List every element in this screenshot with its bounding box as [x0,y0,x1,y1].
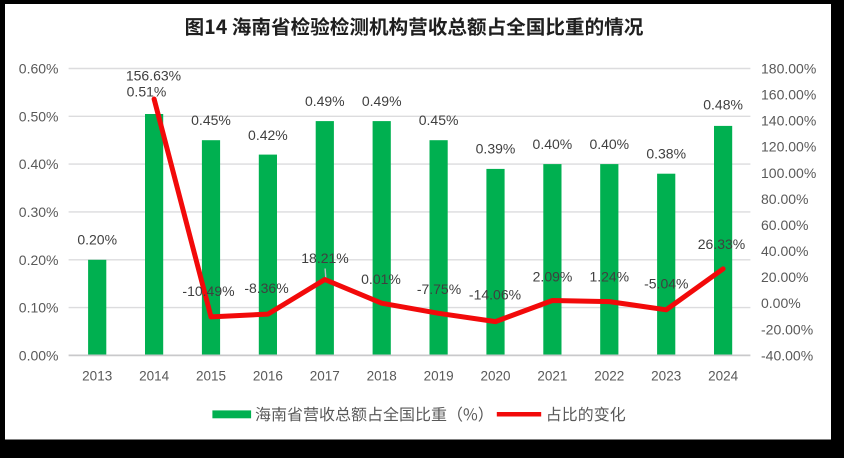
svg-text:80.00%: 80.00% [761,191,808,207]
svg-text:20.00%: 20.00% [761,269,808,285]
svg-text:0.60%: 0.60% [19,61,59,77]
svg-text:2013: 2013 [82,368,112,383]
svg-text:160.00%: 160.00% [761,87,816,103]
svg-text:0.45%: 0.45% [419,112,459,128]
svg-text:0.40%: 0.40% [533,136,573,152]
svg-text:140.00%: 140.00% [761,113,816,129]
svg-text:0.20%: 0.20% [19,252,59,268]
svg-text:-20.00%: -20.00% [761,321,813,337]
svg-text:2022: 2022 [594,368,624,383]
svg-text:60.00%: 60.00% [761,217,808,233]
svg-text:2020: 2020 [480,368,510,383]
svg-text:180.00%: 180.00% [761,61,816,77]
svg-text:0.49%: 0.49% [305,93,345,109]
svg-text:-8.36%: -8.36% [244,280,288,296]
svg-text:2023: 2023 [651,368,681,383]
svg-text:0.40%: 0.40% [589,136,629,152]
svg-text:0.42%: 0.42% [248,127,288,143]
svg-text:0.40%: 0.40% [19,156,59,172]
svg-text:2015: 2015 [196,368,226,383]
svg-text:2016: 2016 [253,368,283,383]
svg-text:40.00%: 40.00% [761,243,808,259]
svg-text:0.10%: 0.10% [19,300,59,316]
svg-text:18.21%: 18.21% [301,250,348,266]
svg-text:2.09%: 2.09% [533,268,573,284]
svg-text:0.38%: 0.38% [646,145,686,161]
svg-text:1.24%: 1.24% [589,268,629,284]
svg-text:0.45%: 0.45% [191,112,231,128]
svg-text:2018: 2018 [367,368,397,383]
svg-text:0.00%: 0.00% [19,347,59,363]
svg-text:0.51%: 0.51% [127,83,167,99]
svg-text:100.00%: 100.00% [761,165,816,181]
svg-text:120.00%: 120.00% [761,139,816,155]
svg-text:-7.75%: -7.75% [417,281,461,297]
svg-text:2021: 2021 [537,368,567,383]
svg-text:0.48%: 0.48% [703,96,743,112]
svg-text:26.33%: 26.33% [698,236,745,252]
svg-text:-14.06%: -14.06% [469,287,521,303]
svg-text:156.63%: 156.63% [126,67,181,83]
svg-text:2024: 2024 [708,368,739,383]
svg-text:0.39%: 0.39% [476,141,516,157]
svg-text:2017: 2017 [310,368,340,383]
svg-text:0.49%: 0.49% [362,93,402,109]
svg-text:-5.04%: -5.04% [644,275,688,291]
svg-text:0.20%: 0.20% [77,232,117,248]
svg-text:-40.00%: -40.00% [761,347,813,363]
svg-text:-10.49%: -10.49% [182,283,234,299]
svg-text:0.00%: 0.00% [761,295,801,311]
svg-text:0.30%: 0.30% [19,204,59,220]
svg-text:0.01%: 0.01% [361,271,401,287]
svg-text:0.50%: 0.50% [19,108,59,124]
svg-text:2019: 2019 [424,368,454,383]
svg-text:2014: 2014 [139,368,170,383]
